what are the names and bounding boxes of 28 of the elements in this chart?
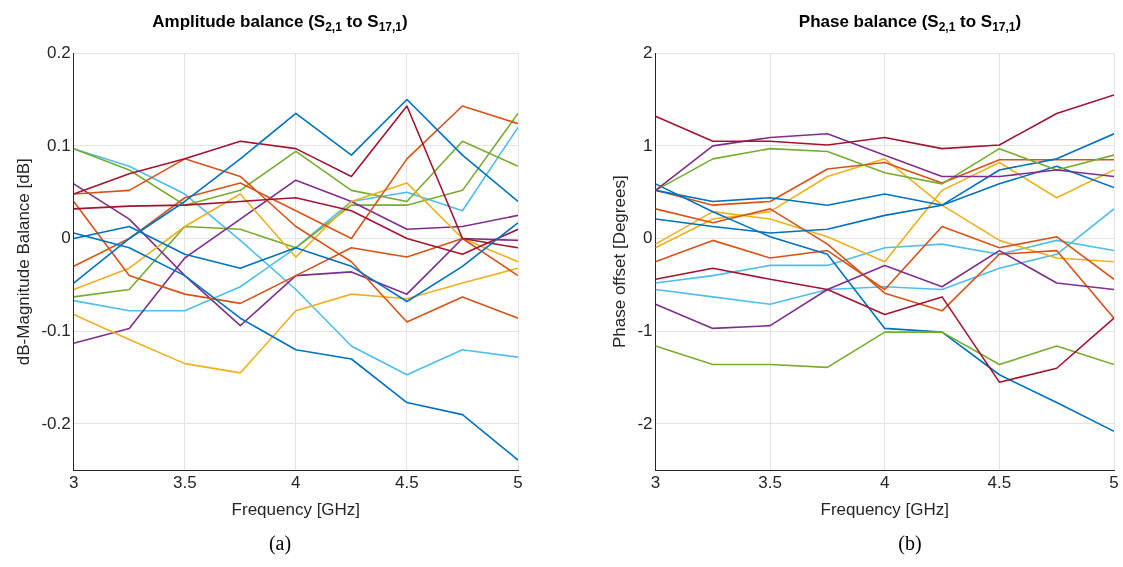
y-tick-label: 0: [643, 228, 653, 248]
x-tick-label: 5: [1109, 473, 1119, 493]
y-tick-label: -1: [637, 320, 653, 340]
x-tick-label: 4.5: [987, 473, 1012, 493]
x-tick-label: 5: [513, 473, 523, 493]
x-tick-label: 3: [68, 473, 79, 493]
chart-title: Phase balance (S$_{2,1}$ to S$_{17,1}$): [797, 12, 1023, 35]
text: (b): [897, 532, 923, 555]
y-tick-label: 2: [643, 42, 653, 62]
x-tick-label: 4.5: [395, 473, 419, 493]
y-tick-label: -0.2: [41, 413, 71, 433]
y-tick-label: 0.2: [47, 42, 71, 62]
x-tick-label: 3.5: [172, 473, 197, 493]
y-tick-label: -0.1: [41, 320, 71, 340]
x-tick-label: 3: [650, 473, 661, 493]
y-tick-label: -2: [637, 413, 653, 433]
x-axis-title: Frequency [GHz]: [231, 500, 361, 520]
x-tick-label: 4: [291, 473, 301, 493]
x-axis-title: Frequency [GHz]: [820, 500, 950, 520]
y-tick-label: 0: [61, 228, 71, 248]
y-axis-title: Phase offset [Degrees]: [609, 175, 629, 349]
chart-title: Amplitude balance (S$_{2,1}$ to S$_{17,1}$): [151, 12, 409, 35]
y-tick-label: 1: [643, 135, 653, 155]
y-axis-title: dB-Magnitude Balance [dB]: [13, 158, 33, 366]
x-tick-label: 3.5: [758, 473, 782, 493]
text: (a): [267, 532, 293, 555]
y-tick-label: 0.1: [47, 135, 71, 155]
x-tick-label: 4: [880, 473, 890, 493]
